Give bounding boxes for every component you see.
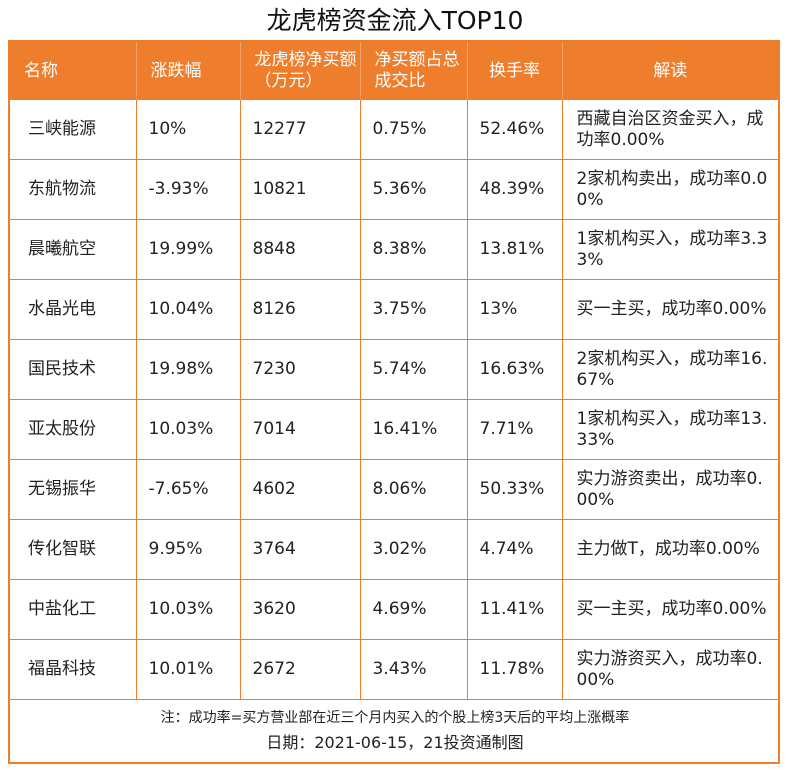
cell-name: 亚太股份 [10,399,137,460]
cell-note: 主力做T，成功率0.00% [562,519,778,580]
cell-net-buy: 12277 [240,100,361,160]
cell-turnover: 48.39% [467,159,563,220]
cell-change: -7.65% [136,459,241,520]
header-net-ratio: 净买额占总成交比 [360,42,468,100]
cell-name: 水晶光电 [10,279,137,340]
table-row: 水晶光电 10.04% 8126 3.75% 13% 买一主买，成功率0.00% [10,279,778,340]
cell-net-ratio: 8.38% [360,219,468,280]
cell-net-ratio: 8.06% [360,459,468,520]
table-body: 三峡能源 10% 12277 0.75% 52.46% 西藏自治区资金买入，成功率0.00… [10,100,778,700]
table-row: 东航物流 -3.93% 10821 5.36% 48.39% 2家机构卖出，成功率0.00… [10,159,778,220]
table-header: 名称 涨跌幅 龙虎榜净买额（万元） 净买额占总成交比 换手率 解读 [10,42,778,100]
cell-change: 10.03% [136,579,241,640]
table-row: 传化智联 9.95% 3764 3.02% 4.74% 主力做T，成功率0.00% [10,519,778,580]
cell-net-ratio: 3.02% [360,519,468,580]
cell-change: 19.99% [136,219,241,280]
cell-net-buy: 2672 [240,639,361,700]
table-row: 国民技术 19.98% 7230 5.74% 16.63% 2家机构买入，成功率16.67… [10,339,778,400]
cell-name: 东航物流 [10,159,137,220]
header-note: 解读 [562,42,778,100]
cell-turnover: 7.71% [467,399,563,460]
cell-net-ratio: 3.43% [360,639,468,700]
cell-change: 10% [136,100,241,160]
cell-turnover: 4.74% [467,519,563,580]
header-change: 涨跌幅 [136,42,241,100]
header-name: 名称 [10,42,137,100]
date-line: 日期：2021-06-15，21投资通制图 [266,733,524,752]
cell-turnover: 11.41% [467,579,563,640]
cell-change: 10.03% [136,399,241,460]
cell-note: 买一主买，成功率0.00% [562,579,778,640]
cell-note: 西藏自治区资金买入，成功率0.00% [562,100,778,160]
table-frame [8,40,780,764]
cell-net-buy: 10821 [240,159,361,220]
cell-change: 19.98% [136,339,241,400]
cell-note: 1家机构买入，成功率3.33% [562,219,778,280]
table-row: 三峡能源 10% 12277 0.75% 52.46% 西藏自治区资金买入，成功率0.00… [10,100,778,160]
footnote: 注：成功率=买方营业部在近三个月内买入的个股上榜3天后的平均上涨概率 [160,710,630,726]
cell-name: 无锡振华 [10,459,137,520]
table-row: 无锡振华 -7.65% 4602 8.06% 50.33% 实力游资卖出，成功率0.00% [10,459,778,520]
cell-note: 2家机构卖出，成功率0.00% [562,159,778,220]
cell-name: 三峡能源 [10,100,137,160]
cell-net-ratio: 0.75% [360,100,468,160]
cell-name: 传化智联 [10,519,137,580]
cell-net-buy: 3620 [240,579,361,640]
table-row: 中盐化工 10.03% 3620 4.69% 11.41% 买一主买，成功率0.00% [10,579,778,640]
cell-net-buy: 8848 [240,219,361,280]
cell-net-buy: 3764 [240,519,361,580]
cell-net-buy: 8126 [240,279,361,340]
cell-net-ratio: 3.75% [360,279,468,340]
cell-net-ratio: 4.69% [360,579,468,640]
cell-net-buy: 4602 [240,459,361,520]
cell-turnover: 13% [467,279,563,340]
cell-change: -3.93% [136,159,241,220]
cell-turnover: 52.46% [467,100,563,160]
table-row: 福晶科技 10.01% 2672 3.43% 11.78% 实力游资买入，成功率0.00% [10,639,778,700]
header-turnover: 换手率 [467,42,563,100]
cell-name: 福晶科技 [10,639,137,700]
table-row: 亚太股份 10.03% 7014 16.41% 7.71% 1家机构买入，成功率13.33… [10,399,778,460]
cell-change: 10.01% [136,639,241,700]
cell-net-ratio: 16.41% [360,399,468,460]
cell-name: 国民技术 [10,339,137,400]
cell-turnover: 13.81% [467,219,563,280]
cell-turnover: 11.78% [467,639,563,700]
cell-note: 买一主买，成功率0.00% [562,279,778,340]
cell-note: 实力游资买入，成功率0.00% [562,639,778,700]
data-table: 名称 涨跌幅 龙虎榜净买额（万元） 净买额占总成交比 换手率 解读 三峡能源 10… [10,42,778,700]
cell-note: 1家机构买入，成功率13.33% [562,399,778,460]
cell-change: 9.95% [136,519,241,580]
cell-name: 中盐化工 [10,579,137,640]
header-net-buy: 龙虎榜净买额（万元） [240,42,361,100]
table-row: 晨曦航空 19.99% 8848 8.38% 13.81% 1家机构买入，成功率3.33% [10,219,778,280]
cell-note: 2家机构买入，成功率16.67% [562,339,778,400]
cell-net-buy: 7230 [240,339,361,400]
cell-turnover: 16.63% [467,339,563,400]
page-title: 龙虎榜资金流入TOP10 [266,6,524,35]
cell-turnover: 50.33% [467,459,563,520]
cell-note: 实力游资卖出，成功率0.00% [562,459,778,520]
cell-net-ratio: 5.36% [360,159,468,220]
cell-net-buy: 7014 [240,399,361,460]
cell-net-ratio: 5.74% [360,339,468,400]
cell-change: 10.04% [136,279,241,340]
cell-name: 晨曦航空 [10,219,137,280]
